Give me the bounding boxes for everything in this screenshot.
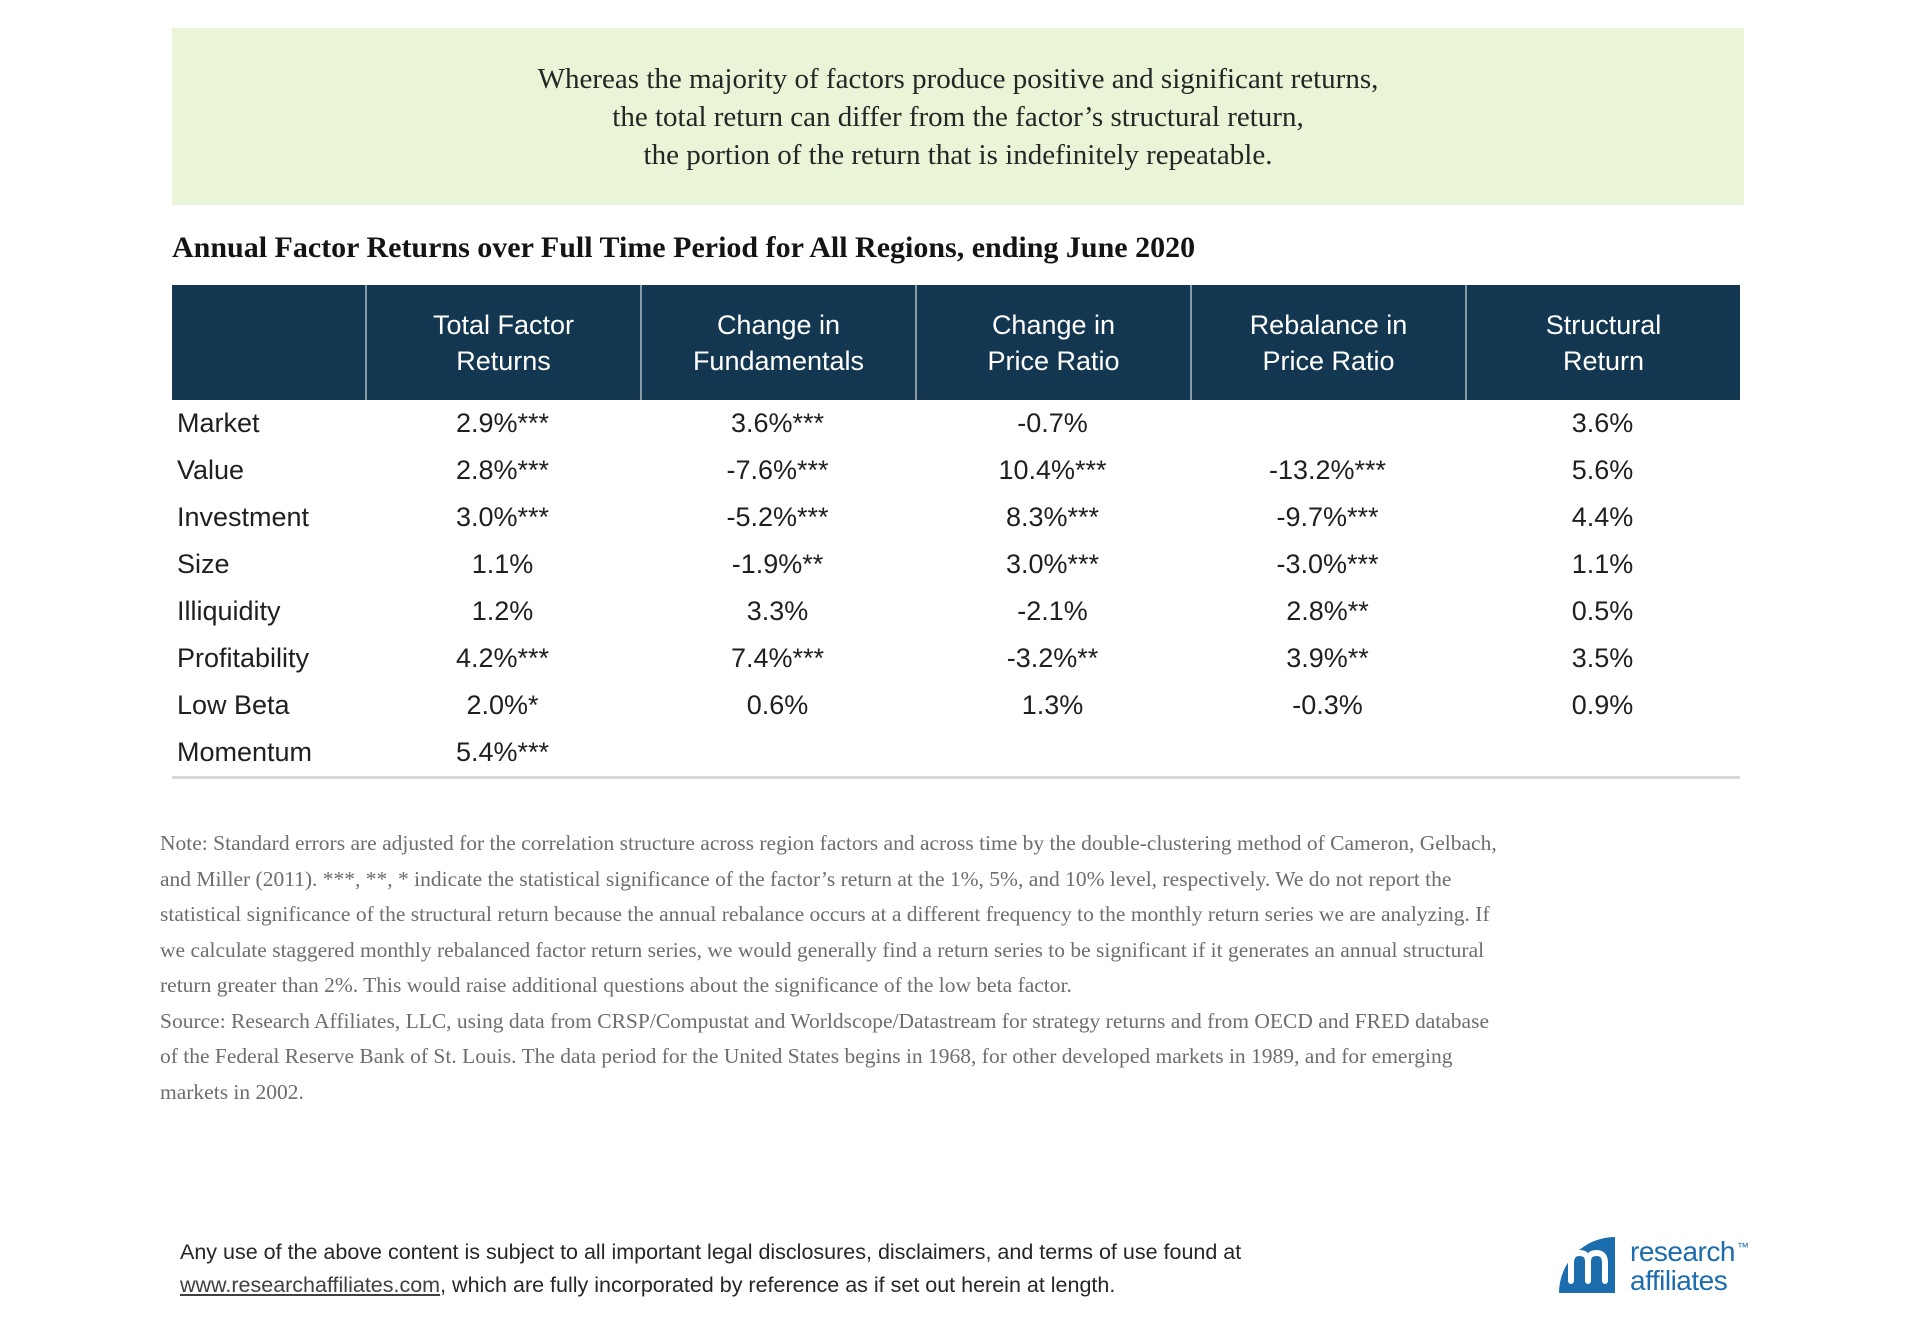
value-cell: -5.2%***: [726, 502, 829, 532]
value-cell: 3.0%***: [1005, 549, 1100, 579]
value-cell: 0.6%: [746, 690, 809, 720]
value-cell: 0.5%: [1571, 596, 1634, 626]
value-cell: 1.3%: [1021, 690, 1084, 720]
table-header-row: Total Factor Returns Change in Fundamentals…: [172, 285, 1740, 400]
footer-legal: Any use of the above content is subject …: [180, 1236, 1360, 1302]
value-cell: -0.3%: [1292, 690, 1363, 720]
value-cell: 1.1%: [471, 549, 534, 579]
value-cell: [1190, 729, 1465, 776]
ra-monogram-icon: [1568, 1249, 1608, 1284]
column-header-blank: [172, 285, 365, 400]
value-cell: 2.9%***: [455, 408, 550, 438]
column-header: Change in Fundamentals: [640, 285, 915, 400]
value-cell: [915, 729, 1190, 776]
value-cell: 1.1%: [1571, 549, 1634, 579]
callout-line-1: Whereas the majority of factors produce …: [537, 62, 1379, 95]
logo-word-affiliates: affiliates: [1630, 1265, 1728, 1296]
factor-label: Illiquidity: [177, 596, 281, 626]
value-cell: 3.0%***: [455, 502, 550, 532]
legal-text-line1: Any use of the above content is subject …: [180, 1240, 1242, 1264]
value-cell: 4.4%: [1571, 502, 1634, 532]
logo-wordmark: research ™ affiliates: [1630, 1233, 1749, 1296]
value-cell: 8.3%***: [1005, 502, 1100, 532]
value-cell: 2.0%*: [466, 690, 539, 720]
value-cell: -3.2%**: [1006, 643, 1099, 673]
table-row: Value 2.8%*** -7.6%*** 10.4%*** -13.2%*** 5.6…: [172, 447, 1740, 494]
value-cell: -0.7%: [1017, 408, 1088, 438]
factor-label: Size: [177, 549, 230, 579]
table-row: Size 1.1% -1.9%** 3.0%*** -3.0%*** 1.1%: [172, 541, 1740, 588]
value-cell: -2.1%: [1017, 596, 1088, 626]
value-cell: [1465, 729, 1740, 776]
column-header: Structural Return: [1465, 285, 1740, 400]
callout-line-2: the total return can differ from the fac…: [612, 100, 1304, 133]
value-cell: 10.4%***: [998, 455, 1107, 485]
ra-logo: research ™ affiliates: [1552, 1230, 1749, 1298]
column-header: Change in Price Ratio: [915, 285, 1190, 400]
factor-label: Momentum: [177, 737, 313, 767]
value-cell: 2.8%***: [455, 455, 550, 485]
notes-section: Note: Standard errors are adjusted for t…: [160, 826, 1505, 1110]
table-row: Investment 3.0%*** -5.2%*** 8.3%*** -9.7%***…: [172, 494, 1740, 541]
value-cell: -9.7%***: [1276, 502, 1379, 532]
column-header: Rebalance in Price Ratio: [1190, 285, 1465, 400]
table-row: Illiquidity 1.2% 3.3% -2.1% 2.8%** 0.5%: [172, 588, 1740, 635]
value-cell: 2.8%**: [1286, 596, 1369, 626]
value-cell: 0.9%: [1571, 690, 1634, 720]
table-row: Profitability 4.2%*** 7.4%*** -3.2%** 3.9%**…: [172, 635, 1740, 682]
factor-label: Value: [177, 455, 245, 485]
value-cell: 1.2%: [471, 596, 534, 626]
callout-line-3: the portion of the return that is indefi…: [643, 138, 1273, 171]
value-cell: 5.6%: [1571, 455, 1634, 485]
factor-table: Total Factor Returns Change in Fundamentals…: [172, 285, 1740, 779]
page-title: Annual Factor Returns over Full Time Per…: [172, 231, 1196, 264]
value-cell: -3.0%***: [1276, 549, 1379, 579]
value-cell: -1.9%**: [731, 549, 824, 579]
table-row: Market 2.9%*** 3.6%*** -0.7% 3.6%: [172, 400, 1740, 447]
source-text: Source: Research Affiliates, LLC, using …: [160, 1008, 1490, 1104]
callout-banner: Whereas the majority of factors produce …: [172, 28, 1744, 205]
value-cell: -7.6%***: [726, 455, 829, 485]
note-text: Note: Standard errors are adjusted for t…: [160, 831, 1497, 997]
table-body: Market 2.9%*** 3.6%*** -0.7% 3.6% Value 2.8%**…: [172, 400, 1740, 779]
value-cell: -13.2%***: [1268, 455, 1387, 485]
logo-word-research: research: [1630, 1236, 1735, 1267]
ra-logo-mark-icon: [1559, 1237, 1615, 1293]
value-cell: 5.4%***: [455, 737, 550, 767]
website-link[interactable]: www.researchaffiliates.com: [180, 1273, 441, 1297]
factor-label: Market: [177, 408, 260, 438]
factor-label: Investment: [177, 502, 310, 532]
value-cell: 3.9%**: [1286, 643, 1369, 673]
table-row: Low Beta 2.0%* 0.6% 1.3% -0.3% 0.9%: [172, 682, 1740, 729]
value-cell: 3.6%: [1571, 408, 1634, 438]
trademark-symbol: ™: [1736, 1240, 1749, 1254]
table-row: Momentum 5.4%***: [172, 729, 1740, 776]
value-cell: 3.5%: [1571, 643, 1634, 673]
value-cell: 7.4%***: [730, 643, 825, 673]
value-cell: [640, 729, 915, 776]
legal-text-line2: , which are fully incorporated by refere…: [440, 1273, 1116, 1297]
factor-label: Profitability: [177, 643, 310, 673]
factor-label: Low Beta: [177, 690, 290, 720]
value-cell: 3.3%: [746, 596, 809, 626]
column-header: Total Factor Returns: [365, 285, 640, 400]
value-cell: [1190, 400, 1465, 447]
value-cell: 3.6%***: [730, 408, 825, 438]
value-cell: 4.2%***: [455, 643, 550, 673]
